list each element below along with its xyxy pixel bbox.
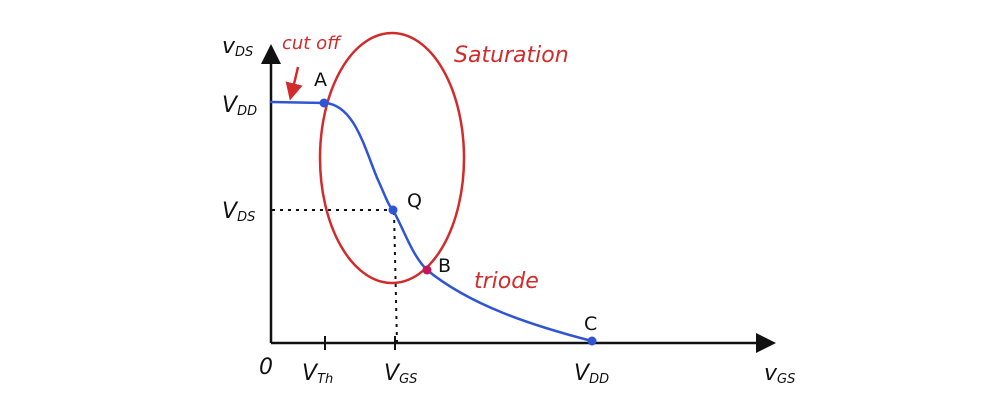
transfer-curve <box>269 100 594 343</box>
x-axis-label: vGS <box>764 361 795 387</box>
point-a-label: A <box>314 69 327 91</box>
y-tick-vdd: VDD <box>222 93 257 119</box>
point-c-label: C <box>584 313 597 335</box>
x-tick-vdd: VDD <box>574 361 609 387</box>
point-c-marker <box>587 336 597 346</box>
saturation-region-ellipse <box>318 31 466 285</box>
vgs-guide-line <box>393 211 398 344</box>
origin-label: 0 <box>259 355 273 380</box>
x-tick-vgs: VGS <box>384 361 417 387</box>
y-axis-label: vDS <box>222 34 253 60</box>
point-q-marker <box>388 205 398 215</box>
cutoff-arrow <box>285 66 303 101</box>
saturation-label: Saturation <box>454 43 569 68</box>
y-tick-vds: VDS <box>222 199 255 225</box>
triode-label: triode <box>474 269 539 294</box>
point-a-marker <box>319 98 329 108</box>
point-q-label: Q <box>407 190 422 212</box>
point-b-label: B <box>438 255 451 277</box>
x-tick-vth: VTh <box>302 361 333 387</box>
point-b-marker <box>422 265 432 275</box>
cutoff-label: cut off <box>282 33 342 54</box>
